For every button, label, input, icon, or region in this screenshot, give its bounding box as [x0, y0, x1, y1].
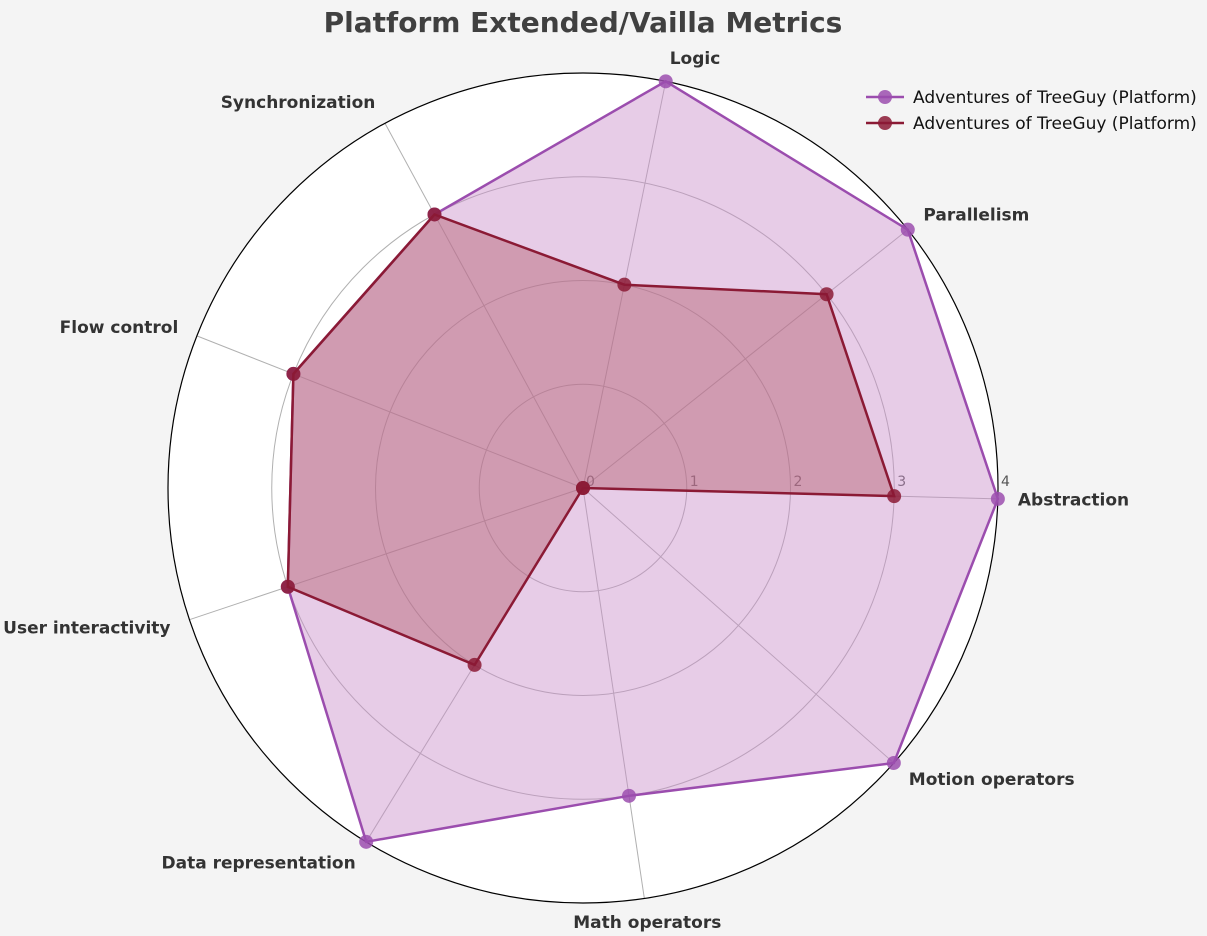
axis-label: Parallelism: [923, 206, 1029, 226]
radial-tick-label: 0: [586, 474, 595, 490]
data-point: [990, 491, 1005, 506]
series-area: [287, 214, 895, 665]
axis-spoke: [196, 335, 584, 489]
data-point: [359, 834, 374, 849]
axis-label: Flow control: [60, 318, 179, 338]
data-point: [622, 788, 637, 803]
axis-spoke: [582, 229, 909, 489]
radial-tick-label: 4: [1001, 474, 1010, 490]
axis-label-layer: Abstraction Parallelism Logic Synchronizati…: [3, 49, 1129, 933]
axis-label: Logic: [670, 49, 721, 69]
axis-label: User interactivity: [3, 618, 170, 638]
legend: Adventures of TreeGuy (Platform) Adventur…: [866, 88, 1197, 134]
data-point: [286, 366, 301, 381]
axis-label: Motion operators: [909, 770, 1075, 790]
data-point: [280, 579, 295, 594]
data-point: [819, 287, 834, 302]
legend-label: Adventures of TreeGuy (Platform): [913, 114, 1197, 134]
data-point: [576, 481, 590, 495]
data-point: [617, 277, 632, 292]
series-layer: [280, 74, 1005, 849]
axis-spoke: [384, 123, 584, 489]
radial-tick-label: 3: [897, 474, 906, 490]
axis-label: Abstraction: [1018, 491, 1129, 511]
series-area: [287, 81, 998, 842]
data-point: [900, 222, 915, 237]
radial-tick-label: 2: [794, 474, 803, 490]
axis-spoke: [189, 487, 584, 621]
outer-frame: [167, 72, 999, 904]
radial-grid-ring: [271, 176, 895, 800]
data-point: [658, 74, 673, 89]
axis-spoke: [582, 487, 645, 899]
data-point: [427, 207, 442, 222]
data-point: [467, 657, 482, 672]
data-point: [887, 489, 902, 504]
axis-spoke: [582, 487, 895, 764]
radial-grid-ring: [375, 280, 791, 696]
legend-marker: [878, 116, 892, 130]
radial-tick-label: 1: [690, 474, 699, 490]
legend-label: Adventures of TreeGuy (Platform): [913, 88, 1197, 108]
axis-label: Data representation: [162, 853, 356, 873]
axis-label: Math operators: [573, 913, 721, 933]
chart-title: Platform Extended/Vailla Metrics: [324, 6, 843, 39]
axis-label: Synchronization: [221, 93, 376, 113]
radial-grid-ring: [478, 383, 688, 593]
legend-marker: [878, 90, 892, 104]
data-point: [886, 755, 901, 770]
